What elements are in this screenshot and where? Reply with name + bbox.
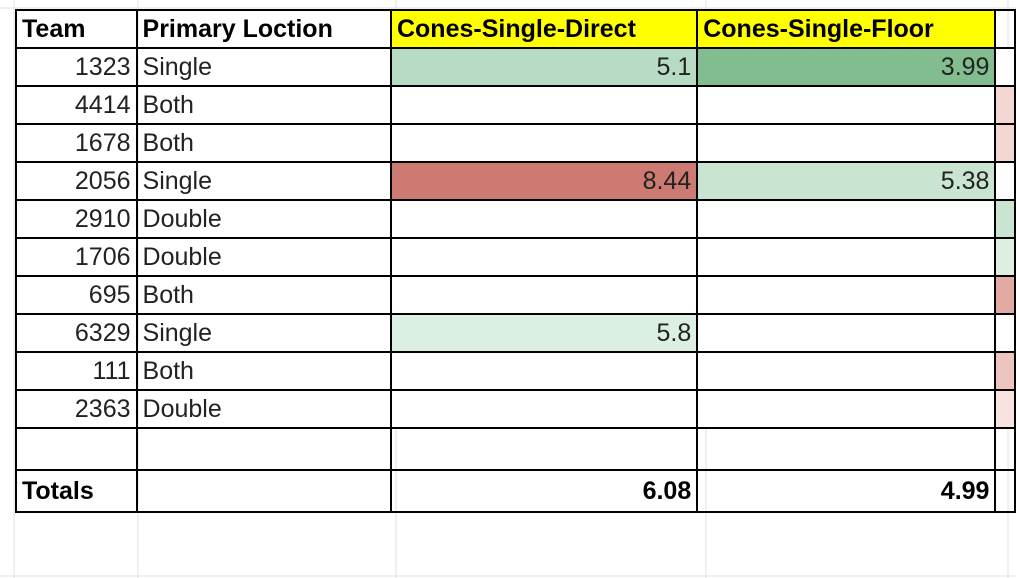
next-column-cell[interactable] bbox=[994, 161, 1016, 201]
table-row: 1323 Single 5.1 3.99 bbox=[15, 47, 1016, 87]
team-cell[interactable]: 1706 bbox=[15, 237, 138, 277]
cones-single-direct-cell[interactable] bbox=[389, 123, 699, 163]
blank-cell[interactable] bbox=[15, 427, 138, 471]
next-column-cell[interactable] bbox=[994, 237, 1016, 277]
table-row: 6329 Single 5.8 bbox=[15, 313, 1016, 353]
totals-cones-single-floor[interactable]: 4.99 bbox=[696, 469, 997, 513]
table-row: 4414 Both bbox=[15, 85, 1016, 125]
cones-single-direct-cell[interactable]: 5.1 bbox=[389, 47, 699, 87]
table-row: 1706 Double bbox=[15, 237, 1016, 277]
team-cell[interactable]: 4414 bbox=[15, 85, 138, 125]
table-row: 111 Both bbox=[15, 351, 1016, 391]
totals-edge-cell[interactable] bbox=[994, 469, 1016, 513]
blank-cell[interactable] bbox=[994, 427, 1016, 471]
blank-cell[interactable] bbox=[389, 427, 699, 471]
header-team[interactable]: Team bbox=[15, 9, 138, 49]
cones-single-direct-cell[interactable] bbox=[389, 85, 699, 125]
team-cell[interactable]: 1678 bbox=[15, 123, 138, 163]
location-cell[interactable]: Both bbox=[135, 275, 392, 315]
totals-row: Totals 6.08 4.99 bbox=[15, 469, 1016, 513]
location-cell[interactable]: Both bbox=[135, 351, 392, 391]
table-row: 2910 Double bbox=[15, 199, 1016, 239]
header-row: Team Primary Loction Cones-Single-Direct… bbox=[15, 9, 1016, 49]
location-cell[interactable]: Both bbox=[135, 85, 392, 125]
location-cell[interactable]: Double bbox=[135, 237, 392, 277]
table-row: 2363 Double bbox=[15, 389, 1016, 429]
table-row: 695 Both bbox=[15, 275, 1016, 315]
cones-single-floor-cell[interactable]: 3.99 bbox=[696, 47, 997, 87]
totals-cones-single-direct[interactable]: 6.08 bbox=[389, 469, 699, 513]
team-cell[interactable]: 2910 bbox=[15, 199, 138, 239]
next-column-cell[interactable] bbox=[994, 351, 1016, 391]
blank-cell[interactable] bbox=[696, 427, 997, 471]
next-column-cell[interactable] bbox=[994, 123, 1016, 163]
cones-single-direct-cell[interactable]: 5.8 bbox=[389, 313, 699, 353]
team-cell[interactable]: 6329 bbox=[15, 313, 138, 353]
cones-single-direct-cell[interactable]: 8.44 bbox=[389, 161, 699, 201]
location-cell[interactable]: Double bbox=[135, 199, 392, 239]
cones-single-floor-cell[interactable] bbox=[696, 85, 997, 125]
cones-single-direct-cell[interactable] bbox=[389, 275, 699, 315]
next-column-cell[interactable] bbox=[994, 275, 1016, 315]
header-cones-single-floor[interactable]: Cones-Single-Floor bbox=[696, 9, 997, 49]
cones-single-direct-cell[interactable] bbox=[389, 237, 699, 277]
cones-single-floor-cell[interactable]: 5.38 bbox=[696, 161, 997, 201]
location-cell[interactable]: Double bbox=[135, 389, 392, 429]
cones-single-floor-cell[interactable] bbox=[696, 351, 997, 391]
next-column-cell[interactable] bbox=[994, 199, 1016, 239]
blank-cell[interactable] bbox=[135, 427, 392, 471]
header-next-column-cell[interactable] bbox=[994, 9, 1016, 49]
totals-label[interactable]: Totals bbox=[15, 469, 138, 513]
location-cell[interactable]: Both bbox=[135, 123, 392, 163]
cones-single-floor-cell[interactable] bbox=[696, 199, 997, 239]
header-primary-location[interactable]: Primary Loction bbox=[135, 9, 392, 49]
cones-single-floor-cell[interactable] bbox=[696, 313, 997, 353]
cones-single-floor-cell[interactable] bbox=[696, 123, 997, 163]
cones-single-floor-cell[interactable] bbox=[696, 275, 997, 315]
next-column-cell[interactable] bbox=[994, 313, 1016, 353]
cones-single-direct-cell[interactable] bbox=[389, 351, 699, 391]
table-row: 2056 Single 8.44 5.38 bbox=[15, 161, 1016, 201]
team-cell[interactable]: 2056 bbox=[15, 161, 138, 201]
location-cell[interactable]: Single bbox=[135, 47, 392, 87]
cones-single-direct-cell[interactable] bbox=[389, 389, 699, 429]
cones-single-floor-cell[interactable] bbox=[696, 389, 997, 429]
cones-single-floor-cell[interactable] bbox=[696, 237, 997, 277]
header-cones-single-direct[interactable]: Cones-Single-Direct bbox=[389, 9, 699, 49]
location-cell[interactable]: Single bbox=[135, 161, 392, 201]
blank-row bbox=[15, 427, 1016, 471]
location-cell[interactable]: Single bbox=[135, 313, 392, 353]
next-column-cell[interactable] bbox=[994, 389, 1016, 429]
next-column-cell[interactable] bbox=[994, 85, 1016, 125]
data-table: Team Primary Loction Cones-Single-Direct… bbox=[15, 9, 1016, 513]
team-cell[interactable]: 1323 bbox=[15, 47, 138, 87]
team-cell[interactable]: 2363 bbox=[15, 389, 138, 429]
totals-empty-cell[interactable] bbox=[135, 469, 392, 513]
next-column-cell[interactable] bbox=[994, 47, 1016, 87]
cones-single-direct-cell[interactable] bbox=[389, 199, 699, 239]
team-cell[interactable]: 111 bbox=[15, 351, 138, 391]
team-cell[interactable]: 695 bbox=[15, 275, 138, 315]
table-body: 1323 Single 5.1 3.99 4414 Both 1678 Both 2056 Sin… bbox=[15, 47, 1016, 429]
table-row: 1678 Both bbox=[15, 123, 1016, 163]
